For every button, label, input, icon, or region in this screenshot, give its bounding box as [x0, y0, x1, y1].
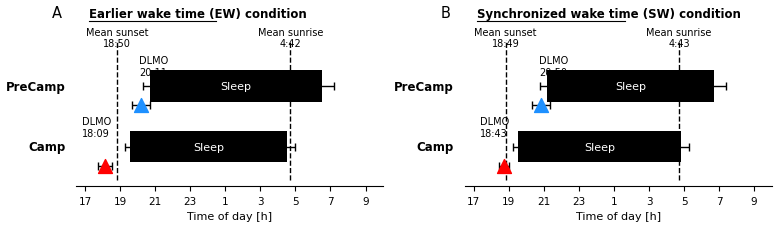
Text: Camp: Camp [417, 141, 454, 153]
Text: Mean sunset
18:49: Mean sunset 18:49 [475, 28, 537, 49]
Text: Mean sunrise
4:43: Mean sunrise 4:43 [647, 28, 712, 49]
Point [534, 104, 547, 107]
Text: Earlier wake time (EW) condition: Earlier wake time (EW) condition [89, 8, 307, 21]
Point [135, 104, 147, 107]
Text: Mean sunrise
4:42: Mean sunrise 4:42 [258, 28, 323, 49]
Text: Mean sunset
18:50: Mean sunset 18:50 [86, 28, 149, 49]
Text: Sleep: Sleep [193, 142, 224, 152]
Text: Synchronized wake time (SW) condition: Synchronized wake time (SW) condition [477, 8, 741, 21]
Text: Camp: Camp [28, 141, 65, 153]
Bar [150, 71, 322, 102]
Text: DLMO
20:50: DLMO 20:50 [539, 56, 569, 78]
Bar [130, 131, 286, 163]
Text: DLMO
20:11: DLMO 20:11 [139, 56, 169, 78]
Text: Sleep: Sleep [615, 82, 646, 92]
Bar [518, 131, 681, 163]
Point [498, 164, 510, 168]
Text: PreCamp: PreCamp [394, 80, 454, 93]
Text: A: A [52, 6, 62, 21]
X-axis label: Time of day [h]: Time of day [h] [187, 212, 272, 222]
Text: B: B [440, 6, 450, 21]
Text: Sleep: Sleep [220, 82, 251, 92]
Point [99, 164, 111, 168]
X-axis label: Time of day [h]: Time of day [h] [576, 212, 661, 222]
Text: PreCamp: PreCamp [5, 80, 65, 93]
Text: DLMO
18:09: DLMO 18:09 [82, 116, 111, 138]
Text: DLMO
18:43: DLMO 18:43 [480, 116, 510, 138]
Bar [548, 71, 714, 102]
Text: Sleep: Sleep [584, 142, 615, 152]
